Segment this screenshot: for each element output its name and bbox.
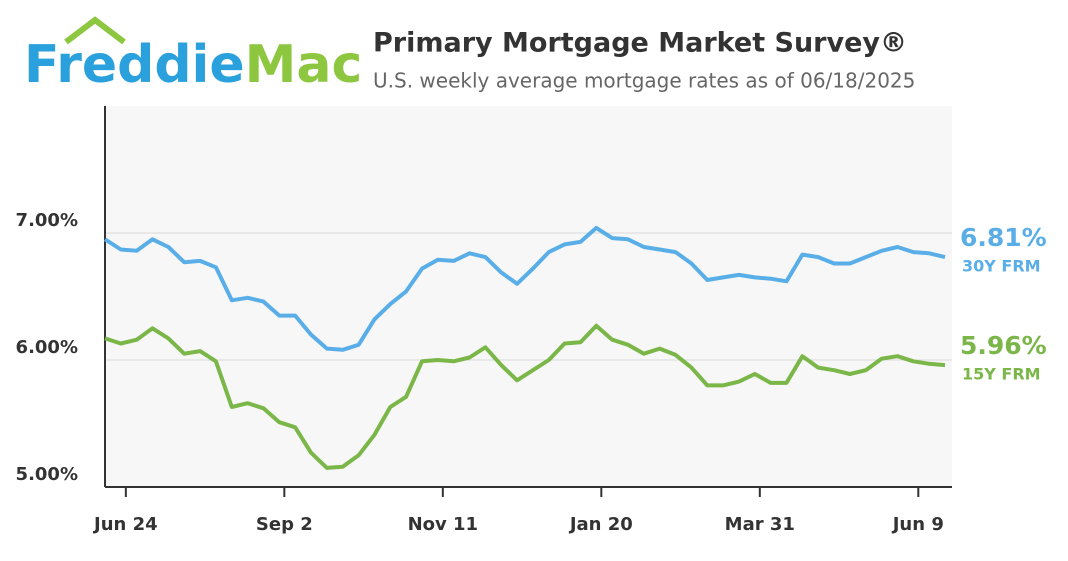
- series-label: 30Y FRM: [962, 257, 1041, 276]
- x-tick-label: Sep 2: [256, 514, 313, 535]
- x-tick-label: Jan 20: [568, 514, 633, 535]
- y-tick-label: 7.00%: [16, 210, 78, 231]
- logo: FreddieMac: [24, 16, 362, 95]
- line-series: [104, 323, 946, 470]
- x-tick-label: Jun 9: [891, 514, 944, 535]
- chart-subtitle: U.S. weekly average mortgage rates as of…: [373, 69, 915, 93]
- x-tick-label: Jun 24: [92, 514, 158, 535]
- logo-roof: [64, 16, 126, 45]
- chart-title: Primary Mortgage Market Survey®: [373, 28, 907, 59]
- y-tick-label: 6.00%: [16, 337, 78, 358]
- x-tick-label: Mar 31: [725, 514, 795, 535]
- logo-text: FreddieMac: [24, 35, 362, 95]
- x-tick-label: Nov 11: [408, 514, 478, 535]
- line-series: [103, 225, 946, 352]
- series-label: 15Y FRM: [962, 365, 1041, 384]
- logo-part1: Freddie: [24, 35, 245, 95]
- logo-part2: Mac: [245, 35, 363, 95]
- end-value-label: 5.96%: [960, 331, 1047, 360]
- end-value-label: 6.81%: [960, 223, 1047, 252]
- y-tick-label: 5.00%: [16, 464, 78, 485]
